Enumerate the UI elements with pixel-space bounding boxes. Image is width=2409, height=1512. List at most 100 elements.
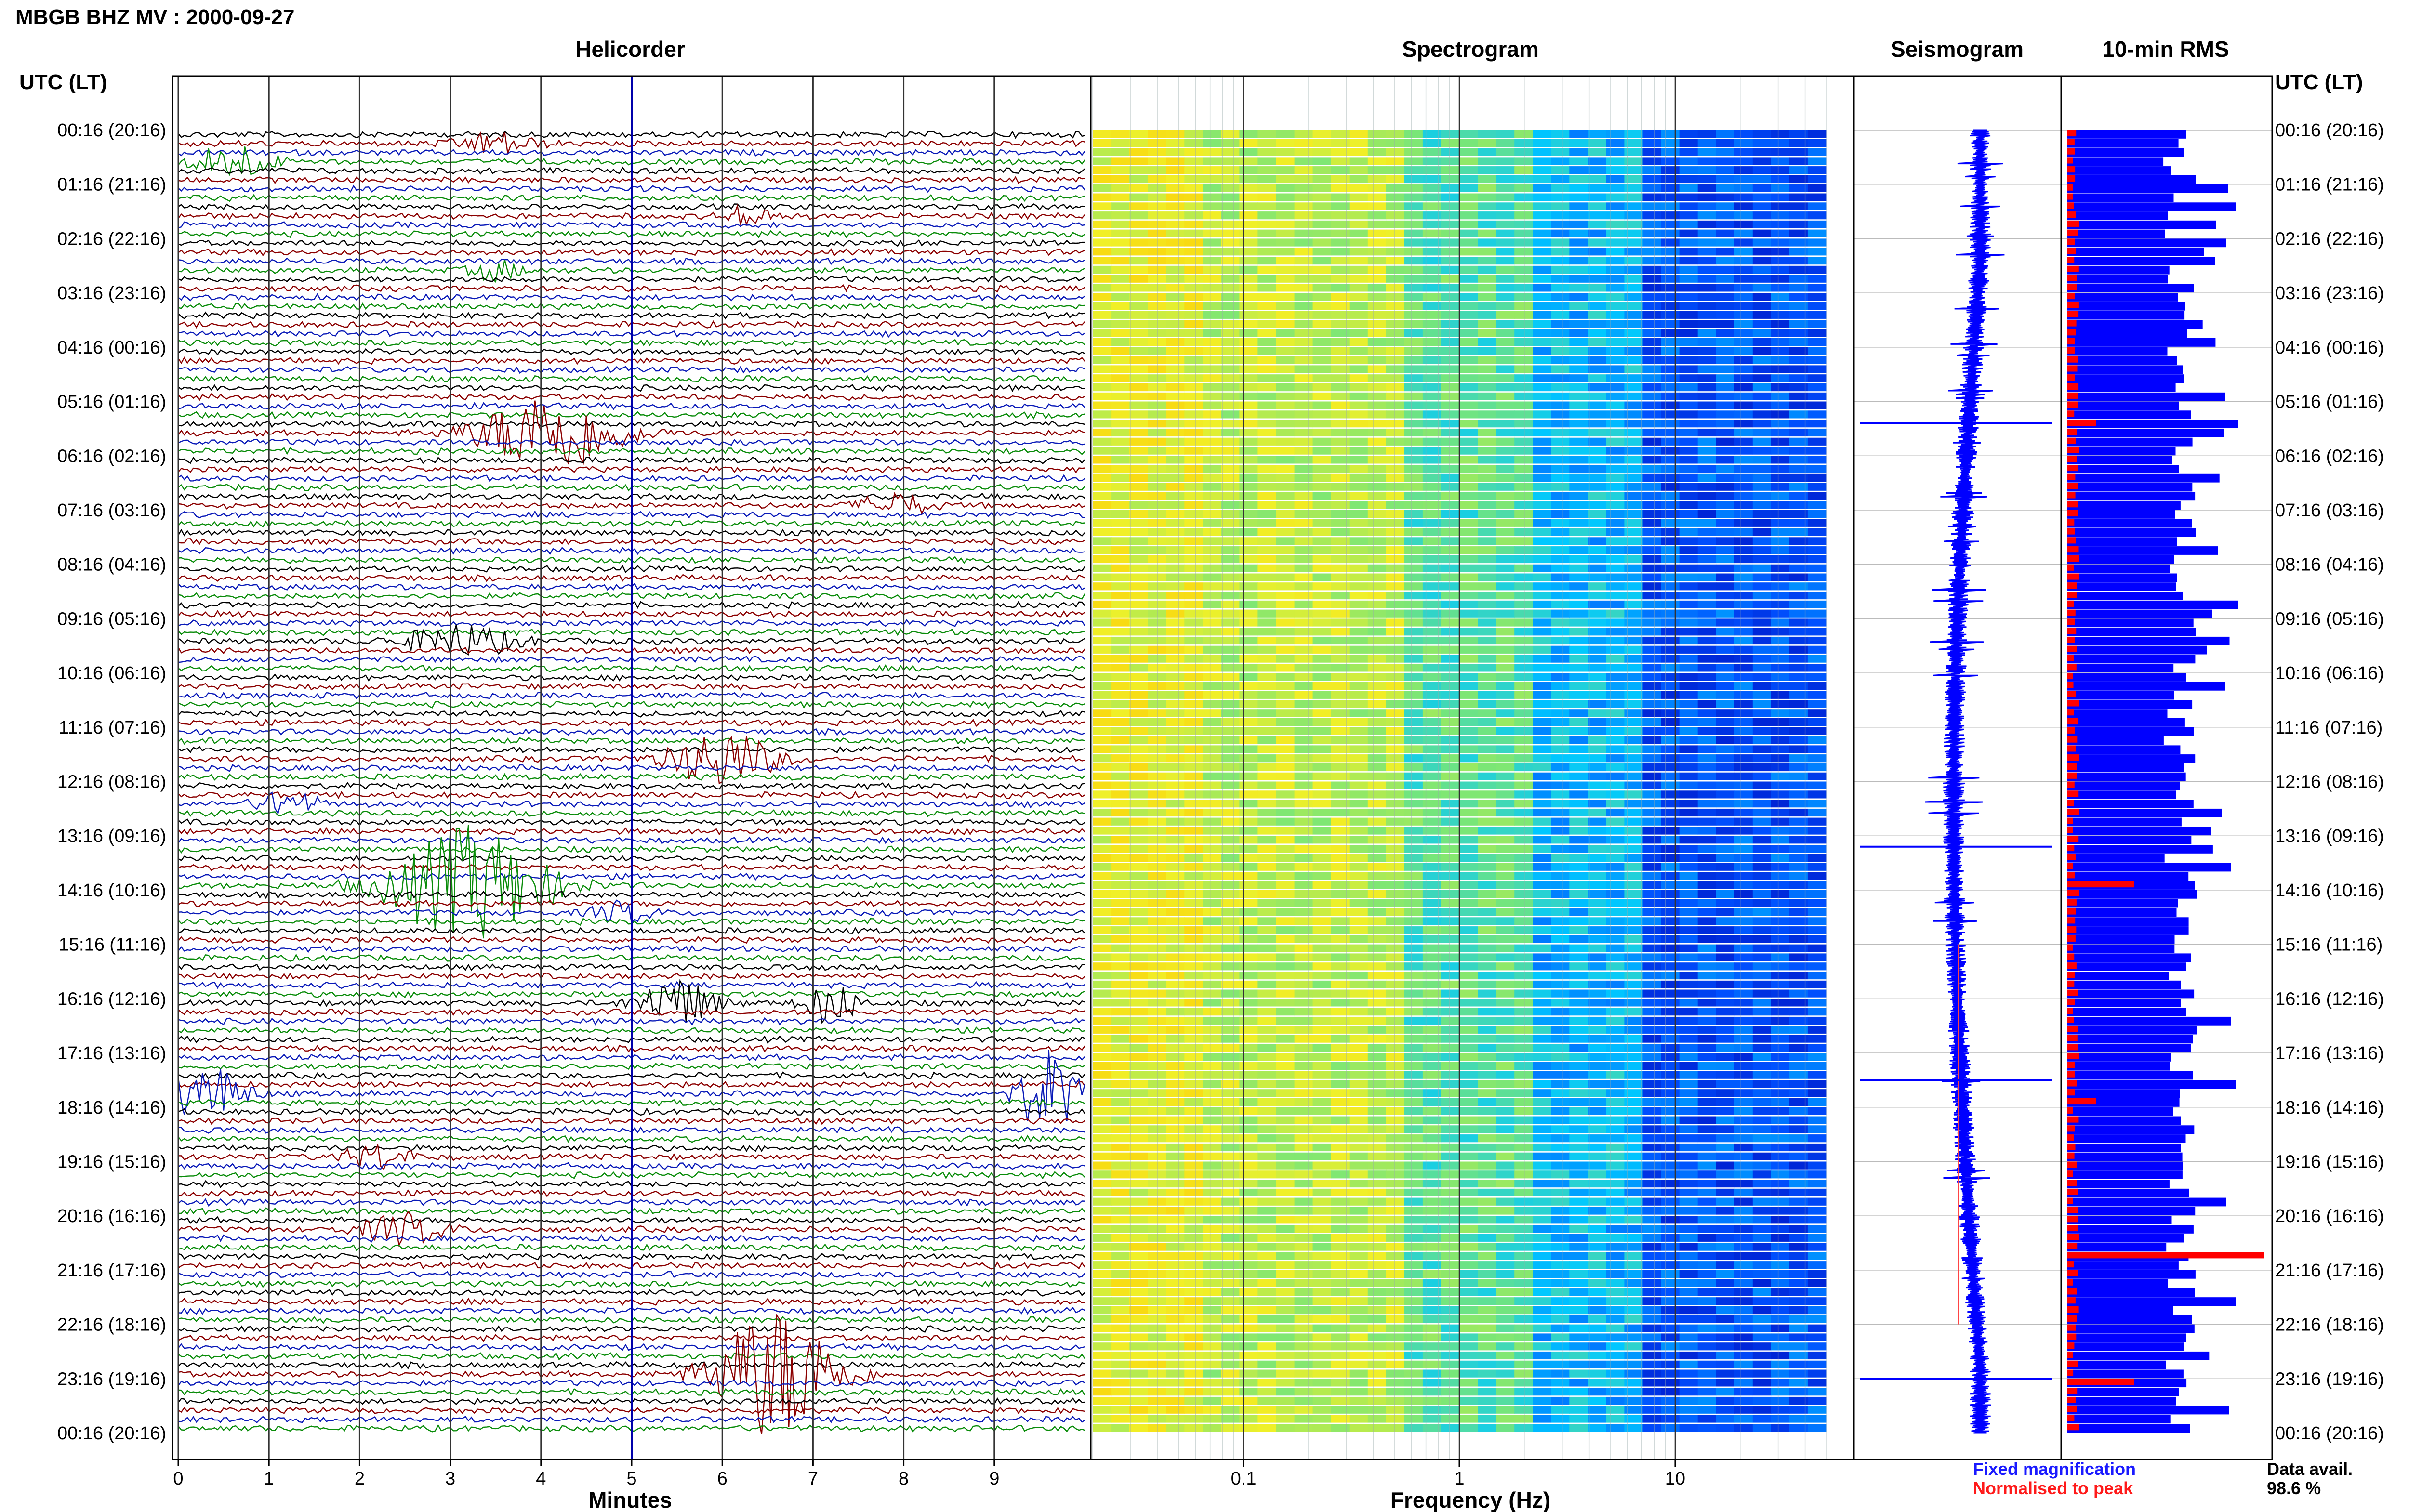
spectrogram-cell xyxy=(1642,592,1662,600)
spectrogram-cell xyxy=(1771,437,1790,446)
spectrogram-cell xyxy=(1734,1125,1753,1133)
spectrogram-cell xyxy=(1166,1071,1185,1079)
spectrogram-cell xyxy=(1734,528,1753,536)
spectrogram-cell xyxy=(1496,1098,1515,1106)
spectrogram-cell xyxy=(1514,645,1533,654)
spectrogram-cell xyxy=(1642,944,1662,952)
spectrogram-cell xyxy=(1276,655,1295,663)
spectrogram-cell xyxy=(1642,781,1662,789)
spectrogram-cell xyxy=(1422,718,1442,726)
spectrogram-cell xyxy=(1239,926,1258,934)
spectrogram-cell xyxy=(1203,501,1221,509)
spectrogram-cell xyxy=(1752,817,1772,826)
spectrogram-cell xyxy=(1807,1080,1827,1088)
spectrogram-cell xyxy=(1697,465,1717,473)
spectrogram-cell xyxy=(1422,447,1442,455)
spectrogram-cell xyxy=(1331,1107,1350,1115)
spectrogram-cell xyxy=(1478,1143,1496,1152)
spectrogram-cell xyxy=(1459,1026,1478,1034)
spectrogram-cell xyxy=(1752,1188,1772,1196)
spectrogram-cell xyxy=(1294,220,1313,228)
spectrogram-cell xyxy=(1588,220,1606,228)
spectrogram-cell xyxy=(1166,320,1185,328)
spectrogram-cell xyxy=(1221,935,1240,943)
spectrogram-cell xyxy=(1679,1197,1698,1206)
spectrogram-cell xyxy=(1807,465,1827,473)
spectrogram-cell xyxy=(1514,1107,1533,1115)
spectrogram-cell xyxy=(1533,275,1551,283)
spectrogram-cell xyxy=(1349,808,1368,817)
spectrogram-cell xyxy=(1294,338,1313,346)
spectrogram-cell xyxy=(1478,519,1496,527)
spectrogram-cell xyxy=(1533,600,1551,608)
spectrogram-cell xyxy=(1441,257,1460,265)
spectrogram-cell xyxy=(1257,863,1277,871)
spectrogram-cell xyxy=(1367,1116,1387,1124)
spectrogram-cell xyxy=(1386,763,1405,772)
spectrogram-cell xyxy=(1642,546,1662,554)
spectrogram-cell xyxy=(1569,1152,1588,1160)
spectrogram-cell xyxy=(1093,374,1112,382)
spectrogram-cell xyxy=(1184,347,1203,355)
spectrogram-cell xyxy=(1496,664,1515,672)
spectrogram-cell xyxy=(1184,1170,1203,1179)
spectrogram-cell xyxy=(1294,1008,1313,1016)
spectrogram-cell xyxy=(1312,184,1332,192)
spectrogram-cell xyxy=(1203,1116,1221,1124)
spectrogram-cell xyxy=(1716,356,1735,364)
spectrogram-cell xyxy=(1734,908,1753,916)
spectrogram-cell xyxy=(1093,356,1112,364)
spectrogram-cell xyxy=(1716,872,1735,880)
spectrogram-cell xyxy=(1422,1016,1442,1025)
spectrogram-cell xyxy=(1514,465,1533,473)
spectrogram-cell xyxy=(1111,392,1130,400)
spectrogram-cell xyxy=(1771,257,1790,265)
spectrogram-cell xyxy=(1606,447,1625,455)
spectrogram-cell xyxy=(1752,989,1772,998)
spectrogram-cell xyxy=(1514,908,1533,916)
spectrogram-cell xyxy=(1697,284,1717,292)
spectrogram-cell xyxy=(1221,1071,1240,1079)
spectrogram-cell xyxy=(1771,890,1790,898)
spectrogram-cell xyxy=(1404,1098,1423,1106)
spectrogram-cell xyxy=(1367,284,1387,292)
spectrogram-cell xyxy=(1257,456,1277,464)
spectrogram-cell xyxy=(1422,437,1442,446)
spectrogram-cell xyxy=(1533,1170,1551,1179)
spectrogram-cell xyxy=(1404,546,1423,554)
spectrogram-cell xyxy=(1166,845,1185,853)
time-label-right: 18:16 (14:16) xyxy=(2275,1098,2384,1118)
spectrogram-cell xyxy=(1789,908,1808,916)
spectrogram-cell xyxy=(1551,275,1570,283)
spectrogram-cell xyxy=(1093,592,1112,600)
spectrogram-cell xyxy=(1312,1053,1332,1061)
spectrogram-cell xyxy=(1771,1008,1790,1016)
spectrogram-cell xyxy=(1203,718,1221,726)
spectrogram-cell xyxy=(1441,465,1460,473)
spectrogram-cell xyxy=(1661,1026,1680,1034)
spectrogram-cell xyxy=(1459,302,1478,310)
spectrogram-cell xyxy=(1661,229,1680,237)
spectrogram-cell xyxy=(1111,763,1130,772)
spectrogram-cell xyxy=(1111,148,1130,156)
spectrogram-cell xyxy=(1166,673,1185,681)
spectrogram-cell xyxy=(1386,836,1405,844)
spectrogram-cell xyxy=(1569,827,1588,835)
spectrogram-cell xyxy=(1367,329,1387,337)
spectrogram-cell xyxy=(1661,573,1680,581)
spectrogram-cell xyxy=(1203,1016,1221,1025)
spectrogram-cell xyxy=(1679,1053,1698,1061)
spectrogram-cell xyxy=(1642,836,1662,844)
spectrogram-cell xyxy=(1697,519,1717,527)
spectrogram-cell xyxy=(1312,257,1332,265)
spectrogram-cell xyxy=(1221,962,1240,971)
spectrogram-cell xyxy=(1569,220,1588,228)
spectrogram-cell xyxy=(1331,863,1350,871)
spectrogram-cell xyxy=(1533,248,1551,256)
spectrogram-cell xyxy=(1386,139,1405,147)
spectrogram-cell xyxy=(1752,175,1772,184)
spectrogram-cell xyxy=(1752,202,1772,210)
spectrogram-cell xyxy=(1111,193,1130,201)
spectrogram-cell xyxy=(1184,383,1203,392)
spectrogram-cell xyxy=(1257,564,1277,572)
